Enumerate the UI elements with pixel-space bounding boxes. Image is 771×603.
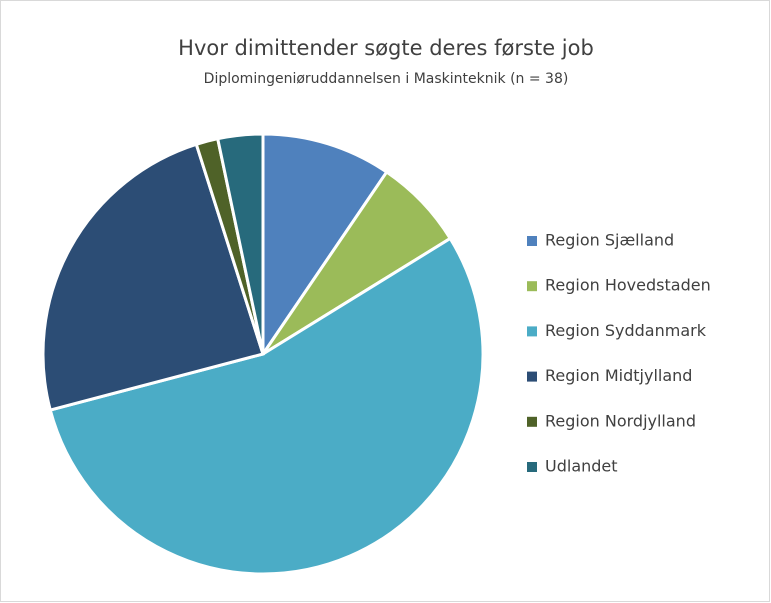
legend-label: Udlandet — [545, 457, 618, 476]
legend-label: Region Midtjylland — [545, 366, 692, 385]
chart-title: Hvor dimittender søgte deres første job — [178, 36, 594, 60]
legend-label: Region Syddanmark — [545, 321, 707, 340]
legend-swatch — [527, 236, 537, 246]
pie-slice — [215, 132, 265, 355]
pie-slice — [41, 142, 265, 412]
pie-slice — [48, 236, 485, 576]
legend-swatch — [527, 371, 537, 382]
legend-swatch — [527, 281, 537, 292]
legend-label: Region Nordjylland — [545, 411, 696, 430]
legend-swatch — [527, 416, 537, 427]
legend-label: Region Sjælland — [545, 231, 674, 250]
pie-slice — [261, 132, 389, 359]
legend-swatch — [527, 326, 537, 337]
legend-label: Region Hovedstaden — [545, 276, 711, 295]
legend-swatch — [527, 462, 537, 472]
chart-subtitle: Diplomingeniøruddannelsen i Maskinteknik… — [204, 71, 569, 87]
